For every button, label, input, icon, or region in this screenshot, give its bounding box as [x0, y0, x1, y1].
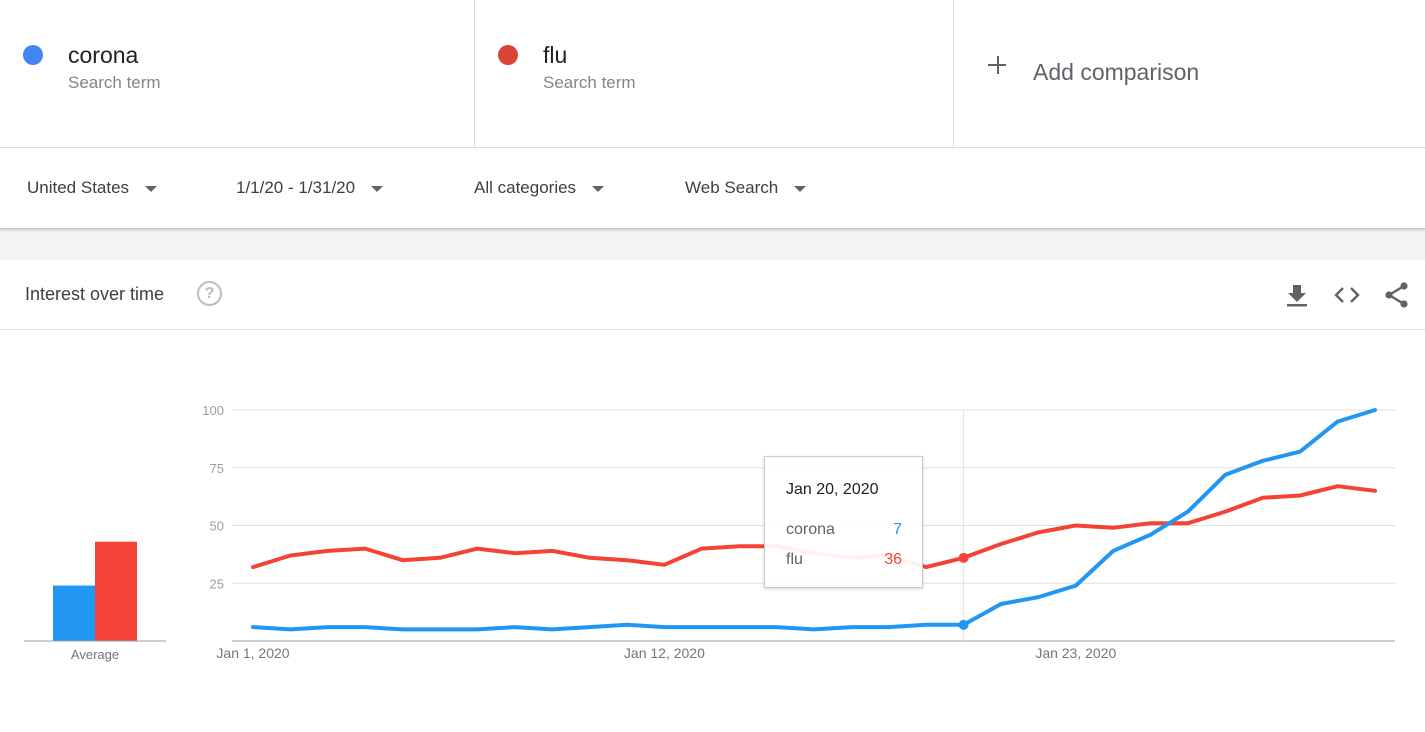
- y-tick-label: 100: [202, 403, 224, 418]
- data-point-flu: [958, 552, 969, 563]
- tooltip-value: 7: [893, 521, 902, 538]
- term-name: flu: [543, 42, 568, 68]
- tooltip-row-corona: corona 7: [786, 521, 902, 539]
- term-flu[interactable]: flu Search term: [475, 0, 954, 147]
- tooltip-term: corona: [786, 521, 835, 538]
- card-title: Interest over time: [25, 284, 165, 304]
- data-point-corona: [958, 619, 969, 630]
- term-name: corona: [68, 42, 139, 68]
- caret-down-icon: [592, 186, 605, 192]
- average-bar-flu: [95, 541, 137, 641]
- search-terms-bar: corona Search term flu Search term Add c…: [0, 0, 1425, 148]
- region-dropdown[interactable]: United States: [27, 178, 158, 198]
- caret-down-icon: [371, 186, 384, 192]
- tooltip-term: flu: [786, 551, 803, 568]
- search-type-value: Web Search: [685, 178, 779, 197]
- region-value: United States: [27, 178, 130, 197]
- average-chart: Average: [24, 380, 166, 670]
- term-color-dot: [23, 45, 43, 65]
- series-line-corona: [251, 408, 1377, 632]
- tooltip-row-flu: flu 36: [786, 551, 902, 569]
- add-comparison-label: Add comparison: [1033, 59, 1200, 85]
- x-tick-label: Jan 23, 2020: [1035, 645, 1116, 661]
- chart-tooltip: Jan 20, 2020 corona 7 flu 36: [764, 456, 923, 588]
- term-type: Search term: [543, 73, 636, 92]
- caret-down-icon: [794, 186, 807, 192]
- tooltip-date: Jan 20, 2020: [786, 481, 879, 498]
- embed-icon[interactable]: [1334, 282, 1360, 308]
- help-icon[interactable]: ?: [197, 281, 222, 306]
- term-corona[interactable]: corona Search term: [0, 0, 475, 147]
- average-label: Average: [71, 647, 119, 662]
- average-bar-corona: [53, 585, 95, 641]
- plus-icon: [987, 55, 1009, 77]
- date-range-dropdown[interactable]: 1/1/20 - 1/31/20: [236, 178, 384, 198]
- x-tick-label: Jan 12, 2020: [624, 645, 705, 661]
- section-separator: [0, 229, 1425, 260]
- x-tick-label: Jan 1, 2020: [216, 645, 289, 661]
- term-color-dot: [498, 45, 518, 65]
- filter-bar: United States 1/1/20 - 1/31/20 All categ…: [0, 148, 1425, 229]
- interest-over-time-header: Interest over time ?: [0, 260, 1425, 330]
- caret-down-icon: [145, 186, 158, 192]
- y-tick-label: 50: [210, 519, 224, 534]
- y-tick-label: 25: [210, 576, 224, 591]
- term-type: Search term: [68, 73, 161, 92]
- search-type-dropdown[interactable]: Web Search: [685, 178, 807, 198]
- tooltip-value: 36: [884, 551, 902, 568]
- share-icon[interactable]: [1384, 282, 1410, 308]
- date-range-value: 1/1/20 - 1/31/20: [236, 178, 356, 197]
- category-dropdown[interactable]: All categories: [474, 178, 605, 198]
- y-tick-label: 75: [210, 461, 224, 476]
- add-comparison-button[interactable]: Add comparison: [954, 0, 1425, 147]
- download-icon[interactable]: [1284, 282, 1310, 308]
- category-value: All categories: [474, 178, 577, 197]
